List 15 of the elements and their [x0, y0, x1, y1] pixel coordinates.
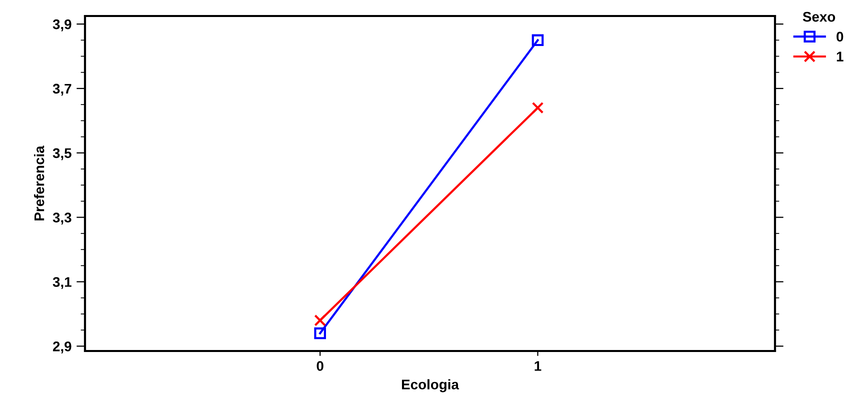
- legend-label: 0: [836, 32, 844, 42]
- y-tick-label: 3,5: [52, 148, 72, 160]
- y-tick-label: 3,9: [52, 19, 72, 32]
- y-tick-label: 3,1: [52, 277, 72, 289]
- legend-label: 1: [836, 52, 844, 62]
- point: [314, 314, 326, 326]
- y-tick-label: 3,3: [52, 212, 72, 225]
- x-axis-title: Ecologia: [402, 379, 460, 392]
- y-tick-label: 2,9: [52, 342, 72, 354]
- point: [532, 102, 544, 114]
- point: [314, 327, 326, 340]
- y-tick-label: 3,7: [52, 84, 72, 96]
- point: [532, 34, 544, 46]
- legend-title: Sexo: [802, 12, 836, 22]
- y-axis-title: Preferencia: [34, 146, 44, 220]
